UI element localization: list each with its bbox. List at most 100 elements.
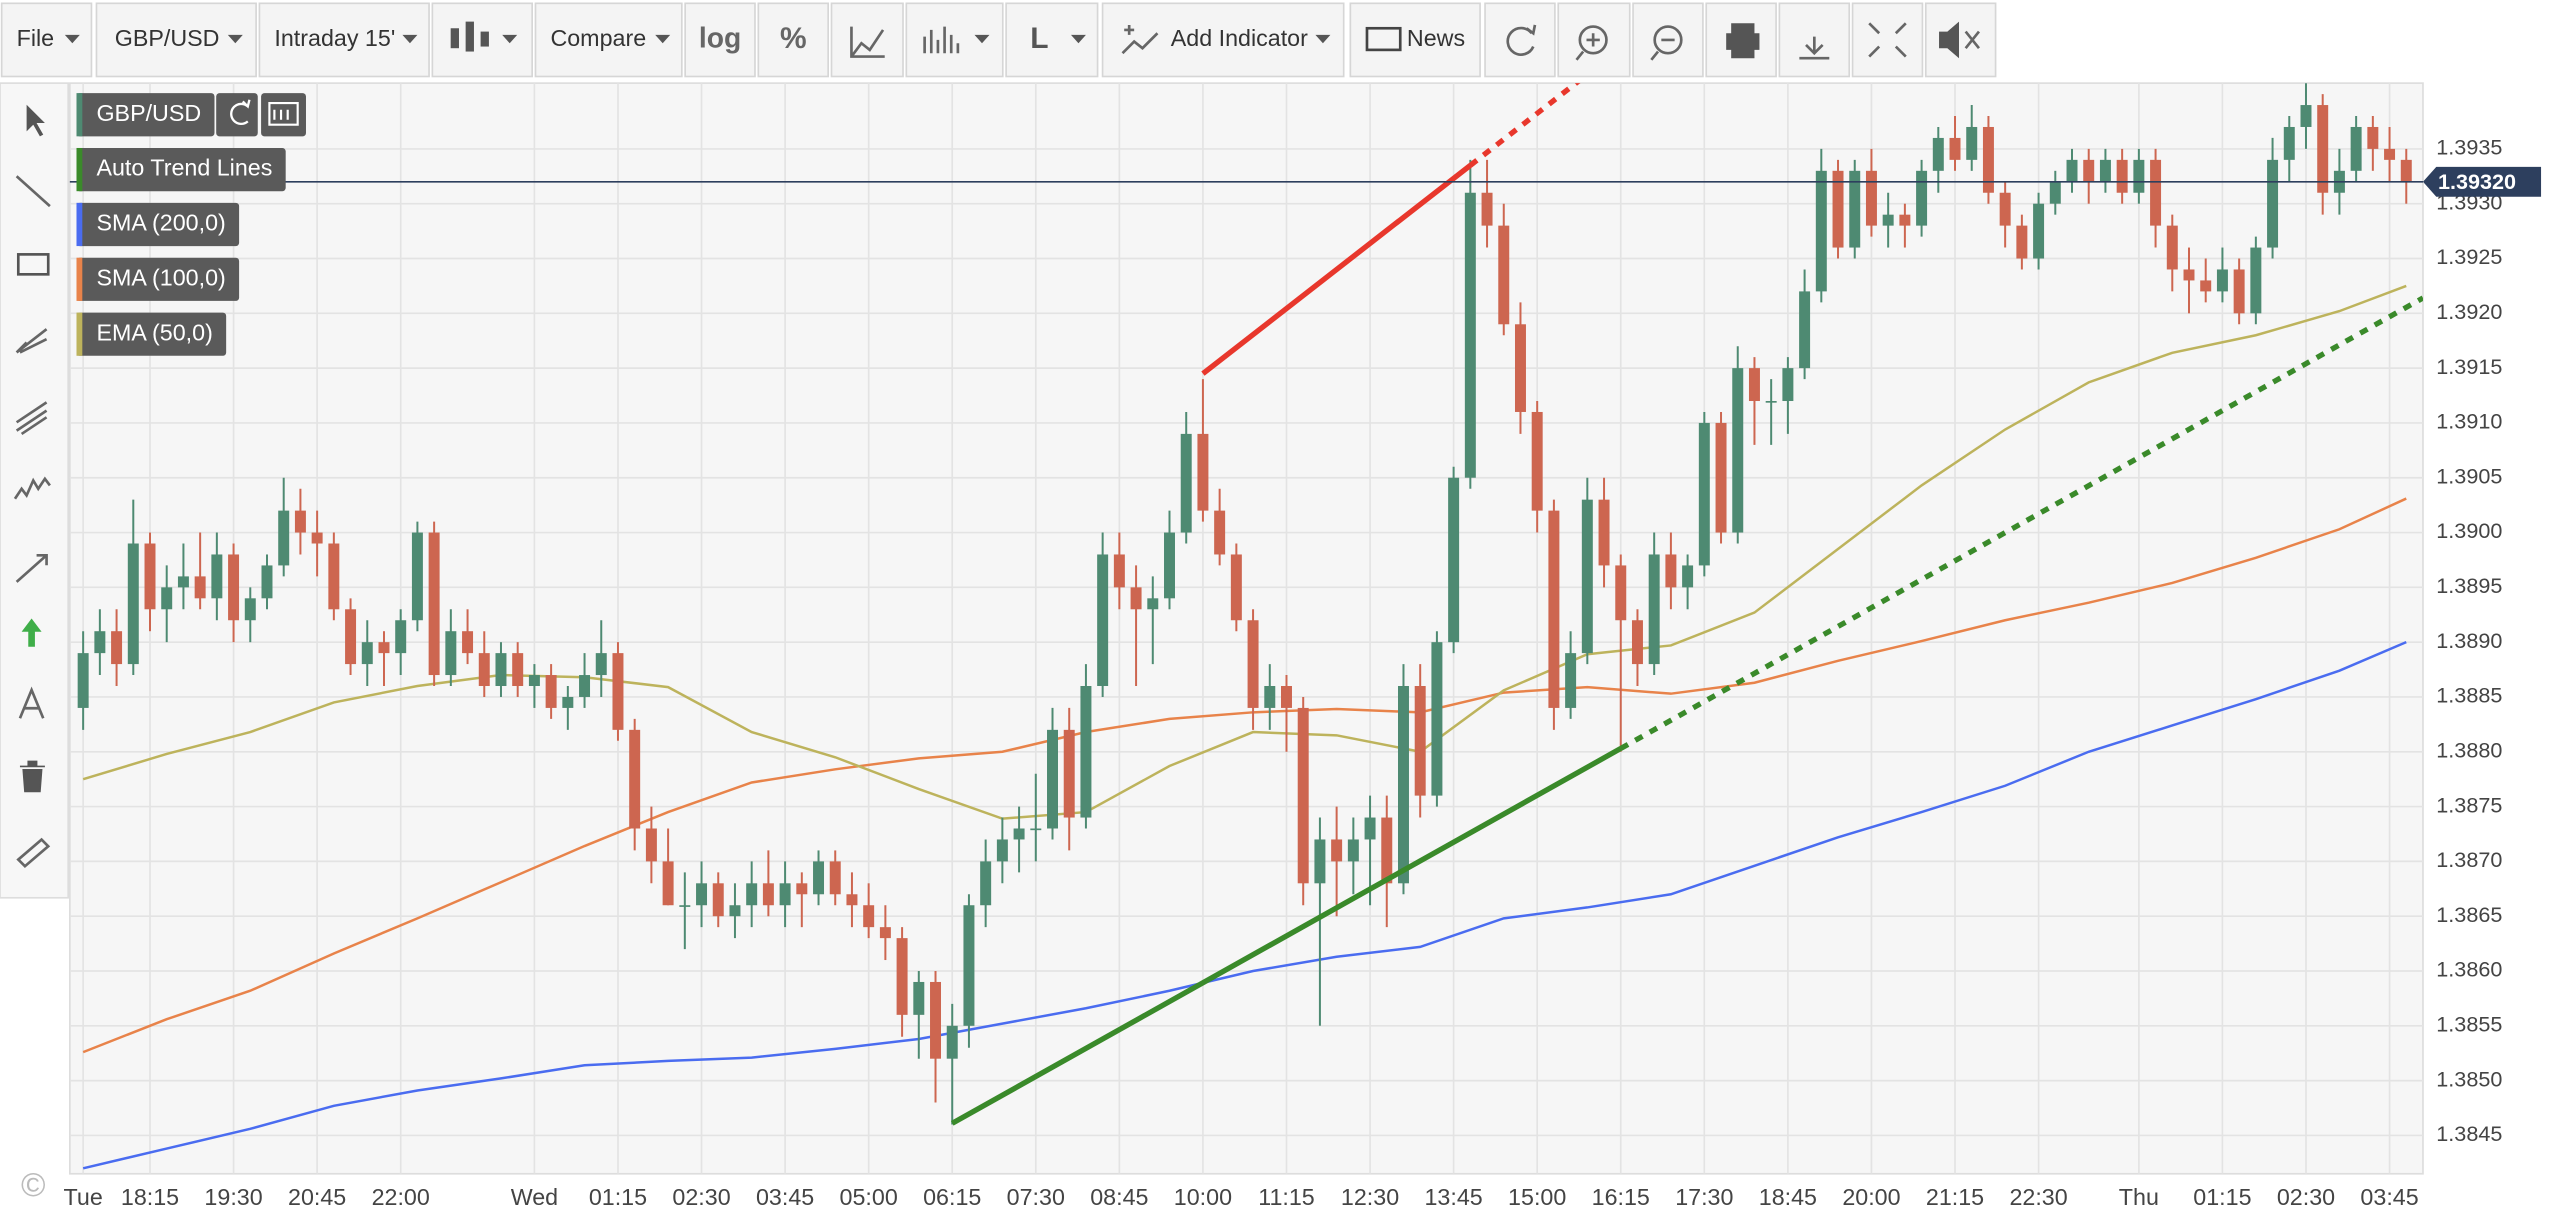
fan-tool[interactable] [15,328,48,354]
candle-body [1063,729,1075,818]
text-tool[interactable] [18,686,45,719]
candle-body [1665,554,1677,588]
candle-body [144,543,156,610]
candle-body [361,642,373,665]
dropdown-arrow [227,34,243,44]
line-tool[interactable] [15,175,51,208]
symbol-label: GBP/USD [115,25,220,51]
volume-button[interactable] [905,2,1004,78]
candle-body [1732,368,1744,533]
candle-body [1230,554,1242,621]
channel-tool[interactable] [15,401,48,436]
refresh-icon [1506,24,1537,56]
candle-body [1899,214,1911,226]
candle-body [1966,126,1978,160]
candle-body [1882,214,1894,226]
percent-button[interactable] [757,2,830,78]
candle-body [1565,653,1577,708]
add-indicator-label: Add Indicator [1171,25,1308,51]
candle-body [1197,433,1209,511]
log-label: log [699,21,741,53]
zoom-out-icon [1650,25,1683,61]
candle-body [1414,686,1426,796]
up-arrow-tool[interactable] [21,618,42,647]
candle-body [1865,170,1877,226]
candle-body [2283,126,2295,160]
file-button[interactable] [0,2,93,78]
dropdown-arrow [402,34,418,44]
candle-body [244,598,256,621]
candle-body [261,565,273,599]
x-tick-label: 01:15 [589,1184,647,1210]
candle-body [94,631,106,654]
compare-button[interactable] [534,2,683,78]
x-tick-label: 18:45 [1759,1184,1817,1210]
legend-label: SMA (200,0) [96,210,225,236]
chart-type-button[interactable] [1005,2,1099,78]
interval-button[interactable] [258,2,430,78]
candle-icon [450,21,489,52]
refresh-button[interactable] [1484,2,1556,78]
ma-line [82,284,2407,820]
legend-box [76,257,240,301]
x-tick-label: 15:00 [1508,1184,1566,1210]
candle-body [863,905,875,928]
sound-button[interactable] [1924,2,1997,78]
rectangle-tool[interactable] [16,253,50,276]
symbol-button[interactable] [95,2,257,78]
candle-body [378,642,390,654]
pointer-tool[interactable] [26,104,45,137]
print-icon [1726,23,1760,59]
dropdown-arrow [974,34,990,44]
delete-tool[interactable] [19,760,45,793]
draw-button[interactable] [830,2,904,78]
drawing-tools [0,82,70,899]
legend-box [76,202,240,247]
legend-swatch [76,312,83,356]
candle-body [2083,159,2095,182]
candle-body [1648,554,1660,665]
x-tick-label: 13:45 [1425,1184,1483,1210]
candle-body [829,861,841,895]
candle-body [294,510,306,533]
plot-area [69,82,2424,1175]
candle-body [1548,510,1560,708]
fullscreen-button[interactable] [1851,2,1924,78]
edit-tool[interactable] [16,837,51,869]
y-tick-label: 1.3865 [2436,902,2502,927]
plot [69,83,2423,1174]
mute-icon [1939,21,1960,59]
trend-line [1619,295,2423,751]
y-tick-label: 1.3890 [2436,628,2502,653]
x-tick-label: 02:30 [672,1184,730,1210]
candle-body [1180,433,1192,533]
zoom-in-icon [1575,25,1608,61]
candle-body [77,653,89,708]
candle-body [913,981,925,1015]
y-tick-label: 1.3855 [2436,1012,2502,1037]
x-tick-label: 18:15 [121,1184,179,1210]
candle-body [478,653,490,687]
pattern-tool[interactable] [13,476,51,500]
candle-body [2099,159,2111,182]
candle-body [946,1025,958,1059]
add-indicator-button[interactable] [1101,2,1345,78]
legend-label: GBP/USD [96,100,201,126]
candle-body [1949,137,1961,160]
x-tick-label: 03:45 [2360,1184,2418,1210]
x-tick-label: 08:45 [1090,1184,1148,1210]
candle-body [1347,839,1359,862]
log-button[interactable] [684,2,756,78]
candle-body [1748,368,1760,402]
legend-swatch [76,257,83,301]
reload-button[interactable] [216,93,258,137]
candle-body [1481,192,1493,226]
fullscreen-icon [1868,22,1907,58]
settings-button[interactable] [261,93,306,137]
candle-body [1030,828,1042,831]
dropdown-arrow [502,34,518,44]
news-button[interactable] [1349,2,1481,78]
arrow-line-tool[interactable] [15,553,48,583]
candle-body [712,883,724,917]
